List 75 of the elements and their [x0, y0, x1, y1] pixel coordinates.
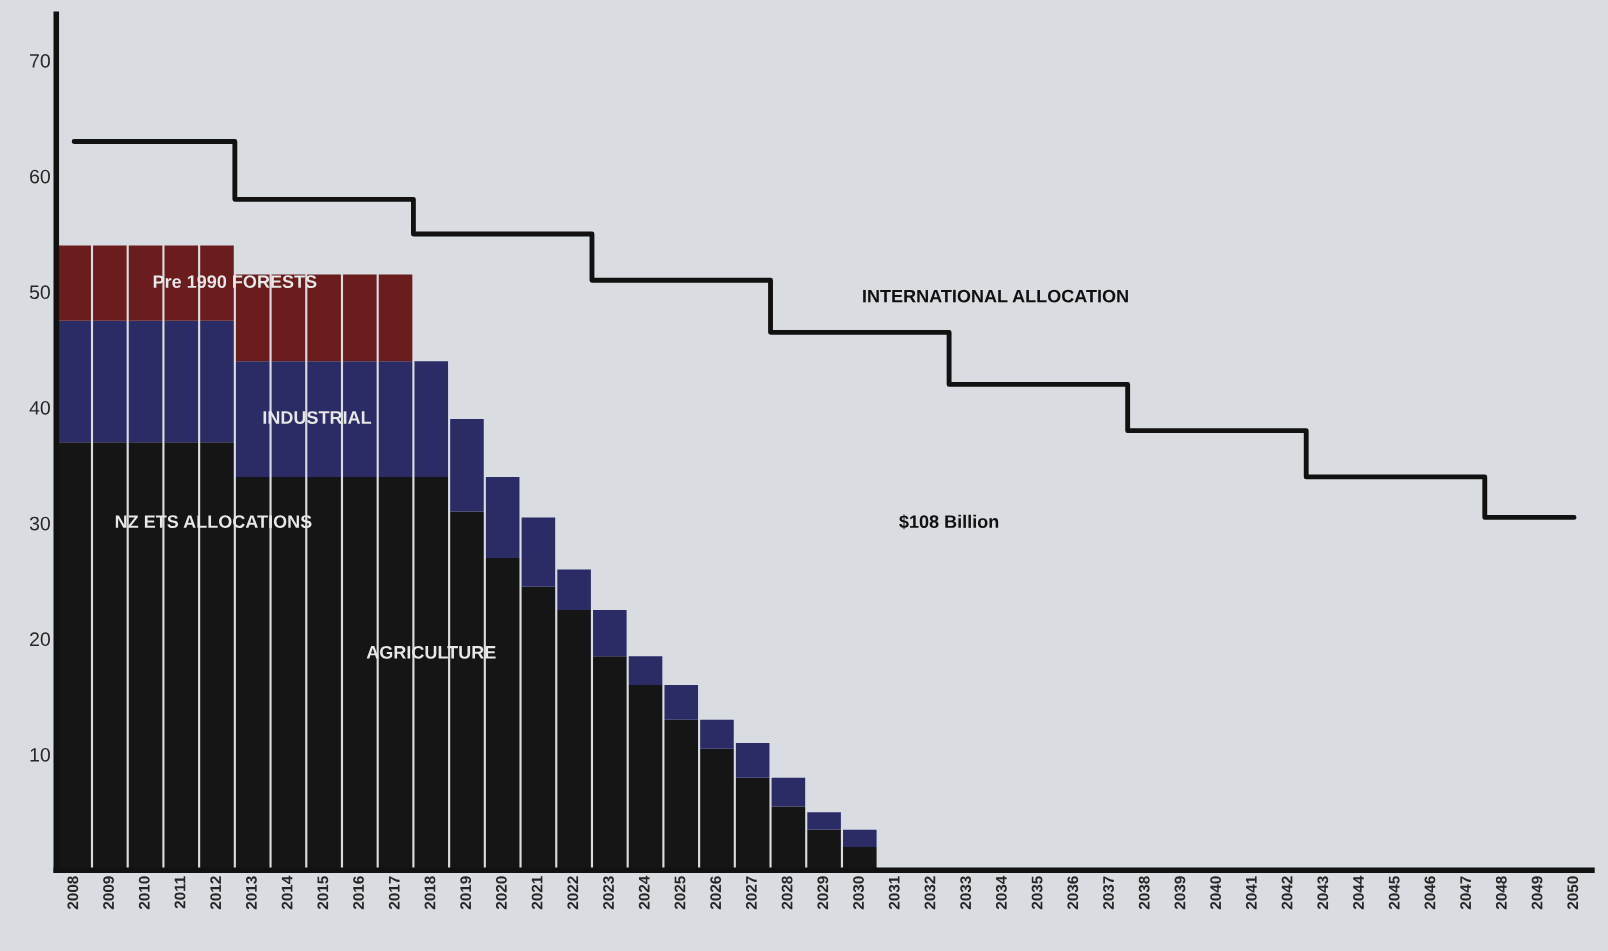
x-tick-label: 2036 — [1067, 876, 1079, 910]
y-tick-label: 60 — [30, 169, 50, 184]
x-tick-label: 2049 — [1531, 876, 1543, 910]
x-tick-label: 2035 — [1031, 876, 1043, 910]
x-tick-label: 2026 — [710, 876, 722, 910]
x-tick-label: 2009 — [103, 876, 114, 910]
x-tick-label: 2022 — [567, 876, 579, 910]
x-tick-label: 2015 — [317, 876, 329, 910]
y-tick-label: 10 — [30, 747, 50, 762]
x-tick-label: 2043 — [1317, 876, 1329, 910]
x-tick-label: 2041 — [1245, 876, 1257, 910]
bar — [93, 245, 127, 321]
y-tick-label: 70 — [30, 54, 50, 68]
bar — [521, 517, 556, 587]
x-tick-label: 2024 — [638, 875, 650, 910]
bar — [57, 320, 91, 443]
x-tick-label: 2018 — [424, 876, 436, 910]
x-tick-label: 2017 — [388, 876, 400, 910]
x-tick-label: 2042 — [1281, 876, 1293, 910]
bar — [593, 609, 627, 657]
x-tick-label: 2040 — [1210, 876, 1222, 910]
x-tick-label: 2008 — [67, 876, 79, 910]
x-tick-label: 2016 — [353, 876, 364, 910]
x-tick-label: 2044 — [1353, 875, 1364, 910]
bar — [93, 320, 127, 443]
bar — [807, 812, 841, 830]
bar — [128, 320, 163, 443]
x-tick-label: 2010 — [138, 876, 150, 910]
x-tick-label: 2048 — [1495, 876, 1507, 910]
bar — [700, 719, 734, 749]
bar — [343, 274, 377, 362]
bar — [628, 656, 663, 686]
y-tick-label: 30 — [29, 516, 50, 531]
x-tick-label: 2050 — [1567, 876, 1579, 910]
bar — [450, 419, 484, 512]
x-tick-label: 2028 — [781, 876, 793, 910]
bar — [664, 685, 699, 720]
x-tick-label: 2014 — [281, 875, 293, 910]
x-tick-label: 2025 — [674, 876, 686, 910]
x-tick-label: 2030 — [853, 876, 864, 910]
x-tick-label: 2021 — [531, 876, 543, 910]
series-label: INTERNATIONAL ALLOCATION — [863, 289, 1128, 303]
x-tick-label: 2047 — [1460, 876, 1472, 910]
annotation: $108 Billion — [899, 514, 999, 530]
bar — [771, 777, 806, 807]
y-tick-label: 40 — [29, 400, 50, 415]
x-tick-label: 2012 — [210, 876, 222, 910]
x-tick-label: 2029 — [817, 876, 829, 910]
x-tick-label: 2032 — [924, 876, 936, 910]
x-tick-label: 2023 — [603, 876, 614, 910]
x-tick-label: 2045 — [1388, 876, 1400, 910]
x-tick-label: 2013 — [245, 876, 257, 910]
x-tick-label: 2046 — [1424, 876, 1436, 910]
bar — [378, 274, 413, 362]
x-tick-label: 2039 — [1174, 876, 1186, 910]
bar — [57, 245, 91, 321]
x-tick-label: 2011 — [174, 876, 186, 909]
x-tick-label: 2031 — [888, 876, 900, 910]
bar — [414, 361, 449, 477]
x-tick-label: 2019 — [460, 876, 472, 910]
x-tick-label: 2020 — [495, 876, 507, 910]
bar — [485, 476, 520, 558]
x-tick-label: 2037 — [1103, 876, 1114, 910]
x-tick-label: 2027 — [745, 876, 757, 910]
y-tick-label: 50 — [29, 285, 50, 300]
x-tick-label: 2034 — [995, 875, 1007, 910]
bar — [735, 742, 770, 778]
x-tick-label: 2038 — [1138, 876, 1150, 910]
y-tick-label: 20 — [30, 632, 50, 647]
bar — [200, 320, 234, 443]
bar — [164, 320, 199, 443]
x-tick-label: 2033 — [960, 876, 972, 910]
bar — [843, 829, 877, 848]
bar — [557, 569, 591, 610]
bar — [378, 361, 413, 477]
